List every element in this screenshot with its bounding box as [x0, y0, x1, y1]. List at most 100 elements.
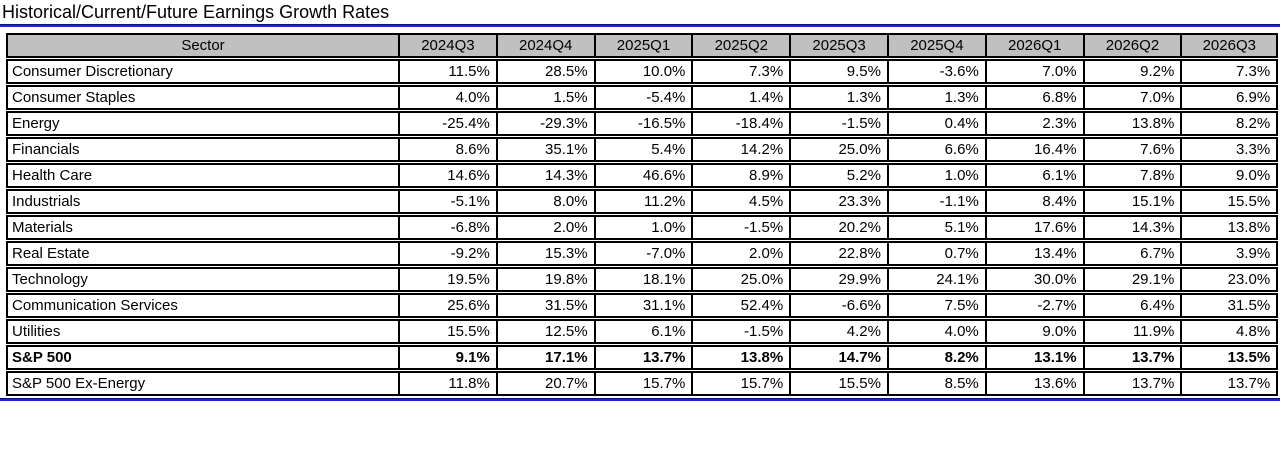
value-cell: 3.3%	[1180, 137, 1279, 162]
value-cell: 24.1%	[886, 267, 985, 292]
value-cell: 1.3%	[789, 85, 887, 110]
value-cell: 4.0%	[398, 85, 496, 110]
sector-cell: Financials	[6, 137, 398, 162]
value-cell: 8.4%	[984, 189, 1083, 214]
sector-cell: S&P 500	[6, 345, 398, 370]
table-row: Financials 8.6% 35.1% 5.4% 14.2% 25.0% 6.6% 16.…	[6, 137, 1279, 162]
value-cell: 0.7%	[886, 241, 985, 266]
value-cell: 15.1%	[1082, 189, 1181, 214]
value-cell: 13.8%	[691, 345, 790, 370]
value-cell: 4.8%	[1180, 319, 1279, 344]
value-cell: 11.8%	[398, 371, 496, 396]
table-row: Industrials -5.1% 8.0% 11.2% 4.5% 23.3% -1.1% 8…	[6, 189, 1279, 214]
value-cell: 25.6%	[398, 293, 496, 318]
value-cell: 30.0%	[984, 267, 1083, 292]
value-cell: 14.2%	[691, 137, 790, 162]
value-cell: 5.4%	[593, 137, 692, 162]
table-bottom-rule	[0, 398, 1280, 401]
value-cell: -29.3%	[495, 111, 594, 136]
page-title: Historical/Current/Future Earnings Growt…	[2, 2, 390, 22]
value-cell: 9.5%	[789, 59, 887, 84]
value-cell: 15.7%	[691, 371, 790, 396]
value-cell: 8.0%	[495, 189, 594, 214]
value-cell: 28.5%	[495, 59, 594, 84]
value-cell: 14.6%	[398, 163, 496, 188]
value-cell: 29.9%	[789, 267, 887, 292]
value-cell: -6.8%	[398, 215, 496, 240]
sector-cell: Communication Services	[6, 293, 398, 318]
table-row: Real Estate -9.2% 15.3% -7.0% 2.0% 22.8% 0.7% 1…	[6, 241, 1279, 266]
value-cell: 13.7%	[1180, 371, 1279, 396]
value-cell: 14.3%	[495, 163, 594, 188]
value-cell: 13.5%	[1180, 345, 1279, 370]
value-cell: 1.4%	[691, 85, 790, 110]
value-cell: 13.7%	[593, 345, 692, 370]
quarter-column-header: 2024Q4	[495, 33, 594, 58]
sector-cell: Materials	[6, 215, 398, 240]
value-cell: -9.2%	[398, 241, 496, 266]
value-cell: -2.7%	[984, 293, 1083, 318]
value-cell: 20.7%	[495, 371, 594, 396]
value-cell: 9.2%	[1082, 59, 1181, 84]
value-cell: 17.6%	[984, 215, 1083, 240]
value-cell: 10.0%	[593, 59, 692, 84]
value-cell: 8.6%	[398, 137, 496, 162]
value-cell: 29.1%	[1082, 267, 1181, 292]
value-cell: -1.5%	[789, 111, 887, 136]
sector-cell: Consumer Staples	[6, 85, 398, 110]
value-cell: 16.4%	[984, 137, 1083, 162]
value-cell: 15.5%	[789, 371, 887, 396]
value-cell: 4.2%	[789, 319, 887, 344]
value-cell: 7.0%	[1082, 85, 1181, 110]
value-cell: 13.4%	[984, 241, 1083, 266]
sector-cell: Energy	[6, 111, 398, 136]
value-cell: 8.5%	[886, 371, 985, 396]
value-cell: 14.7%	[789, 345, 887, 370]
value-cell: -5.1%	[398, 189, 496, 214]
sector-cell: Industrials	[6, 189, 398, 214]
value-cell: 8.2%	[886, 345, 985, 370]
table-row: Energy -25.4% -29.3% -16.5% -18.4% -1.5% 0.4% 2…	[6, 111, 1279, 136]
value-cell: 1.3%	[886, 85, 985, 110]
sector-cell: Real Estate	[6, 241, 398, 266]
value-cell: 23.3%	[789, 189, 887, 214]
value-cell: 5.1%	[886, 215, 985, 240]
value-cell: -18.4%	[691, 111, 790, 136]
value-cell: -1.5%	[691, 319, 790, 344]
value-cell: 2.0%	[495, 215, 594, 240]
value-cell: 31.1%	[593, 293, 692, 318]
value-cell: 35.1%	[495, 137, 594, 162]
quarter-column-header: 2025Q3	[789, 33, 887, 58]
table-row: Communication Services 25.6% 31.5% 31.1% 52.…	[6, 293, 1279, 318]
value-cell: -16.5%	[593, 111, 692, 136]
value-cell: 22.8%	[789, 241, 887, 266]
value-cell: 15.5%	[1180, 189, 1279, 214]
value-cell: 6.7%	[1082, 241, 1181, 266]
value-cell: -7.0%	[593, 241, 692, 266]
value-cell: 6.9%	[1180, 85, 1279, 110]
table-row: Consumer Staples 4.0% 1.5% -5.4% 1.4% 1.3% 1.3…	[6, 85, 1279, 110]
value-cell: -3.6%	[886, 59, 985, 84]
value-cell: 7.3%	[691, 59, 790, 84]
value-cell: 31.5%	[495, 293, 594, 318]
value-cell: 31.5%	[1180, 293, 1279, 318]
sector-cell: Health Care	[6, 163, 398, 188]
value-cell: 11.9%	[1082, 319, 1181, 344]
sector-cell: Utilities	[6, 319, 398, 344]
value-cell: 25.0%	[691, 267, 790, 292]
value-cell: 7.0%	[984, 59, 1083, 84]
quarter-column-header: 2025Q1	[593, 33, 692, 58]
value-cell: 15.7%	[593, 371, 692, 396]
value-cell: 13.7%	[1082, 371, 1181, 396]
value-cell: 52.4%	[691, 293, 790, 318]
value-cell: -5.4%	[593, 85, 692, 110]
value-cell: 18.1%	[593, 267, 692, 292]
value-cell: 19.5%	[398, 267, 496, 292]
table-row: Consumer Discretionary 11.5% 28.5% 10.0% 7.3…	[6, 59, 1279, 84]
quarter-column-header: 2026Q1	[984, 33, 1083, 58]
value-cell: 11.2%	[593, 189, 692, 214]
quarter-column-header: 2024Q3	[398, 33, 496, 58]
value-cell: 20.2%	[789, 215, 887, 240]
value-cell: 1.0%	[593, 215, 692, 240]
value-cell: 2.3%	[984, 111, 1083, 136]
